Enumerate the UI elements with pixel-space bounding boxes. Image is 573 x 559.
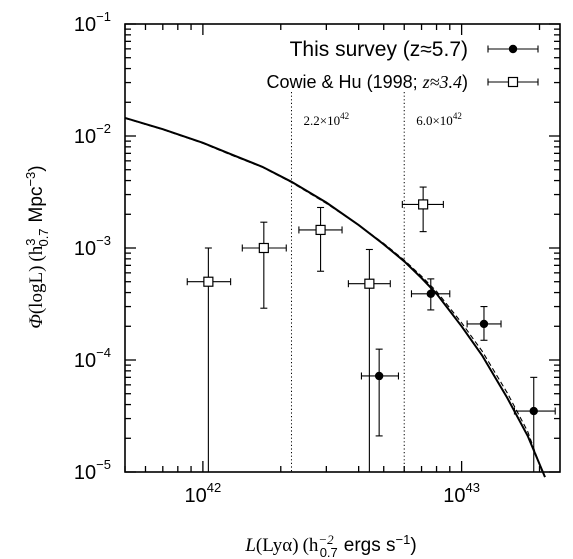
threshold-label-exponent: 42: [453, 111, 462, 121]
threshold-label: 6.0×1042: [416, 111, 462, 128]
y-tick-exponent: −4: [96, 345, 111, 360]
y-tick-base: 10: [74, 126, 96, 148]
data-point-cowie-hu: [203, 276, 214, 287]
data-point-cowie-hu: [418, 199, 429, 210]
x-tick-exponent: 43: [466, 480, 480, 495]
threshold-label-base: 2.2×10: [303, 113, 340, 128]
y-tick-exponent: −3: [96, 233, 111, 248]
threshold-label-exponent: 42: [340, 111, 349, 121]
threshold-label-base: 6.0×10: [416, 113, 453, 128]
threshold-label: 2.2×1042: [303, 111, 349, 128]
y-tick-base: 10: [74, 238, 96, 260]
data-point-cowie-hu: [364, 278, 375, 289]
legend-filled-circle: [508, 44, 518, 54]
y-axis-label: Φ(logL)(h30.7Mpc−3): [23, 165, 51, 328]
y-tick-label: 10−4: [74, 345, 111, 372]
y-tick-base: 10: [74, 462, 96, 484]
x-axis-label: L(Lyα) (h−2 0.7 ergs s−1): [244, 532, 416, 559]
data-point-this-survey: [374, 371, 384, 381]
model-curve-solid: [124, 116, 546, 478]
legend-label-this-survey: This survey (z≈5.7): [290, 38, 468, 61]
y-tick-exponent: −5: [96, 457, 111, 472]
y-tick-base: 10: [74, 350, 96, 372]
legend-marker-open-square: [487, 76, 539, 88]
legend-label-cowie-hu: Cowie & Hu (1998; z≈3.4): [267, 72, 468, 92]
y-tick-base: 10: [74, 14, 96, 36]
data-point-this-survey: [529, 406, 538, 416]
axis-ticks: [124, 23, 560, 473]
data-point-cowie-hu: [258, 242, 269, 254]
y-tick-label: 10−3: [74, 233, 111, 260]
model-curves: [124, 116, 546, 478]
y-tick-label: 10−1: [74, 9, 111, 36]
y-tick-label: 10−5: [74, 457, 111, 484]
data-point-this-survey: [479, 319, 489, 329]
legend-open-square: [507, 76, 519, 88]
y-tick-label: 10−2: [74, 121, 111, 148]
data-point-this-survey: [426, 289, 435, 299]
x-tick-exponent: 42: [207, 480, 221, 495]
data-series: [186, 186, 556, 472]
x-tick-base: 10: [443, 485, 465, 507]
model-curve-dashed: [124, 117, 543, 473]
x-tick-label: 1043: [443, 480, 480, 507]
threshold-labels: 2.2×1042 6.0×1042: [303, 111, 461, 128]
y-tick-exponent: −1: [96, 9, 111, 24]
data-point-cowie-hu: [315, 224, 326, 236]
legend-marker-filled-circle: [487, 44, 539, 54]
legend: This survey (z≈5.7) Cowie & Hu (1998; z≈…: [267, 38, 539, 92]
x-tick-base: 10: [185, 485, 207, 507]
x-tick-label: 1042: [185, 480, 222, 507]
y-tick-exponent: −2: [96, 121, 111, 136]
